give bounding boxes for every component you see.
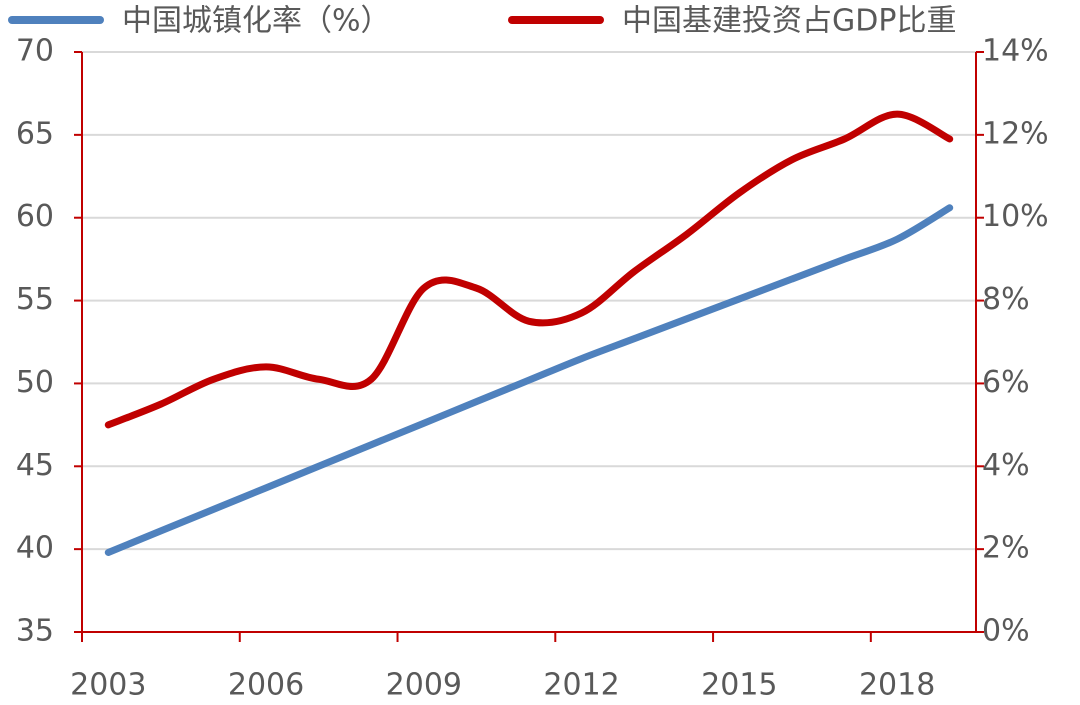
y2-tick-label: 0% — [982, 614, 1030, 649]
x-tick-label: 2009 — [386, 668, 462, 703]
y2-tick-label: 8% — [982, 282, 1030, 317]
y2-tick-label: 12% — [982, 116, 1049, 151]
y-tick-label: 60 — [16, 199, 54, 234]
legend-label: 中国基建投资占GDP比重 — [622, 4, 956, 39]
y-tick-label: 40 — [16, 531, 54, 566]
y-tick-label: 55 — [16, 282, 54, 317]
legend-label: 中国城镇化率（%） — [122, 4, 391, 39]
series-line — [104, 110, 954, 429]
y-tick-label: 45 — [16, 448, 54, 483]
y-tick-label: 70 — [16, 34, 54, 69]
series-line — [104, 204, 954, 556]
y-tick-label: 65 — [16, 116, 54, 151]
x-tick-label: 2018 — [859, 668, 935, 703]
x-tick-label: 2015 — [701, 668, 777, 703]
y-tick-label: 35 — [16, 614, 54, 649]
y2-tick-label: 6% — [982, 365, 1030, 400]
y2-tick-label: 10% — [982, 199, 1049, 234]
y-tick-label: 50 — [16, 365, 54, 400]
y2-tick-label: 14% — [982, 34, 1049, 69]
x-tick-label: 2012 — [543, 668, 619, 703]
y2-tick-label: 2% — [982, 531, 1030, 566]
x-tick-label: 2006 — [228, 668, 304, 703]
y2-tick-label: 4% — [982, 448, 1030, 483]
x-tick-label: 2003 — [70, 668, 146, 703]
